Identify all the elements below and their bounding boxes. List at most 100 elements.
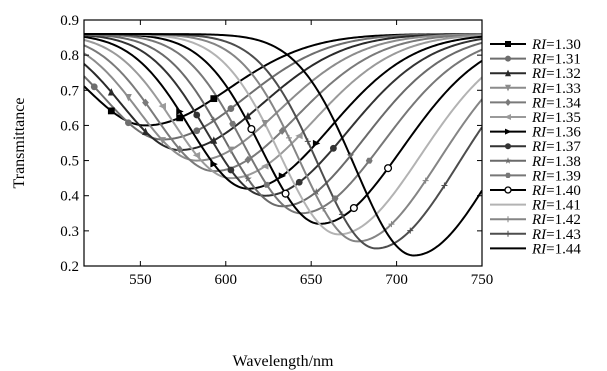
legend-label-prefix: RI (531, 66, 547, 82)
legend: RI=1.30RI=1.31RI=1.32RI=1.33RI=1.34RI=1.… (490, 37, 581, 257)
legend-label-prefix: RI (531, 227, 547, 243)
legend-marker (504, 186, 512, 194)
series-marker (346, 151, 355, 159)
series-marker (210, 116, 218, 124)
series-marker (320, 205, 327, 212)
legend-item: RI=1.32 (490, 66, 581, 82)
legend-label: RI=1.43 (531, 227, 581, 243)
series-marker (192, 151, 201, 159)
legend-marker (505, 143, 511, 150)
series-marker (295, 132, 303, 140)
legend-label: RI=1.40 (531, 183, 581, 199)
x-tick-label: 750 (471, 272, 494, 288)
legend-label: RI=1.42 (531, 212, 581, 228)
legend-item: RI=1.39 (490, 168, 581, 184)
legend-marker (505, 172, 511, 178)
legend-marker (504, 114, 511, 120)
series-marker (142, 127, 149, 136)
series-marker (338, 211, 345, 218)
legend-label-prefix: RI (531, 139, 547, 155)
legend-label-prefix: RI (531, 212, 547, 228)
legend-item: RI=1.44 (490, 241, 581, 257)
series-marker (422, 177, 429, 184)
y-tick-label: 0.7 (60, 83, 79, 99)
series-line (84, 33, 482, 257)
series-marker (158, 102, 166, 110)
series-marker (193, 127, 201, 135)
legend-label: RI=1.44 (531, 241, 581, 257)
x-tick-label: 650 (300, 272, 323, 288)
legend-label: RI=1.33 (531, 81, 581, 97)
legend-label-value: =1.37 (546, 139, 581, 155)
legend-label-value: =1.39 (546, 168, 581, 184)
legend-item: RI=1.34 (490, 95, 581, 111)
series-line (84, 34, 482, 180)
legend-label-value: =1.41 (546, 198, 581, 214)
series-marker (244, 155, 252, 164)
series-marker (227, 166, 235, 174)
series-marker (107, 107, 115, 115)
series-marker (247, 124, 256, 134)
x-tick-label: 550 (129, 272, 152, 288)
series-marker (285, 134, 292, 141)
legend-marker (505, 128, 512, 135)
series-marker (312, 139, 321, 147)
legend-marker (505, 230, 511, 237)
legend-label-value: =1.42 (546, 212, 581, 228)
legend-label-value: =1.30 (546, 37, 581, 53)
legend-label-value: =1.31 (546, 52, 581, 68)
legend-label: RI=1.41 (531, 198, 581, 214)
series-line (84, 34, 482, 197)
legend-item: RI=1.41 (490, 198, 581, 214)
legend-item: RI=1.30 (490, 37, 581, 53)
y-tick-label: 0.2 (60, 259, 79, 275)
legend-item: RI=1.43 (490, 227, 581, 243)
series-marker (227, 146, 235, 155)
legend-marker (505, 216, 511, 223)
legend-item: RI=1.38 (490, 154, 581, 170)
series-marker (210, 136, 218, 144)
series-marker (176, 114, 184, 122)
series-marker (278, 126, 286, 135)
series-marker (384, 164, 393, 173)
series-marker (90, 83, 98, 91)
x-axis-title: Wavelength/nm (233, 353, 334, 370)
series-line (84, 33, 482, 152)
series-line (84, 33, 482, 215)
legend-label-prefix: RI (531, 241, 547, 257)
series-marker (349, 204, 358, 213)
legend-label-prefix: RI (531, 52, 547, 68)
series-line (84, 33, 482, 225)
legend-marker (505, 84, 511, 92)
legend-label-prefix: RI (531, 95, 547, 111)
series-marker (278, 172, 287, 180)
legend-label: RI=1.31 (531, 52, 581, 68)
y-tick-label: 0.8 (60, 48, 79, 64)
legend-label-value: =1.35 (546, 110, 581, 126)
legend-label: RI=1.38 (531, 154, 581, 170)
legend-label: RI=1.32 (531, 66, 581, 82)
legend-label-prefix: RI (531, 110, 547, 126)
legend-label-prefix: RI (531, 81, 547, 97)
legend-label-value: =1.34 (546, 95, 581, 111)
series-marker (142, 98, 149, 107)
series-marker (244, 174, 252, 183)
legend-label: RI=1.36 (531, 125, 581, 141)
series-marker (210, 95, 218, 103)
series-marker (125, 93, 132, 102)
series-marker (229, 120, 237, 127)
plot-area-frame (83, 19, 483, 267)
series-marker (388, 221, 395, 228)
legend-label-value: =1.43 (546, 227, 581, 243)
series-marker (125, 119, 132, 127)
legend-label-value: =1.36 (546, 125, 581, 141)
y-tick-label: 0.6 (60, 118, 79, 134)
series-marker (304, 138, 311, 145)
x-tick-label: 600 (215, 272, 238, 288)
legend-label: RI=1.37 (531, 139, 581, 155)
legend-label-prefix: RI (531, 198, 547, 214)
series-line (84, 33, 482, 162)
legend-label-value: =1.44 (546, 241, 581, 257)
legend-label-prefix: RI (531, 168, 547, 184)
